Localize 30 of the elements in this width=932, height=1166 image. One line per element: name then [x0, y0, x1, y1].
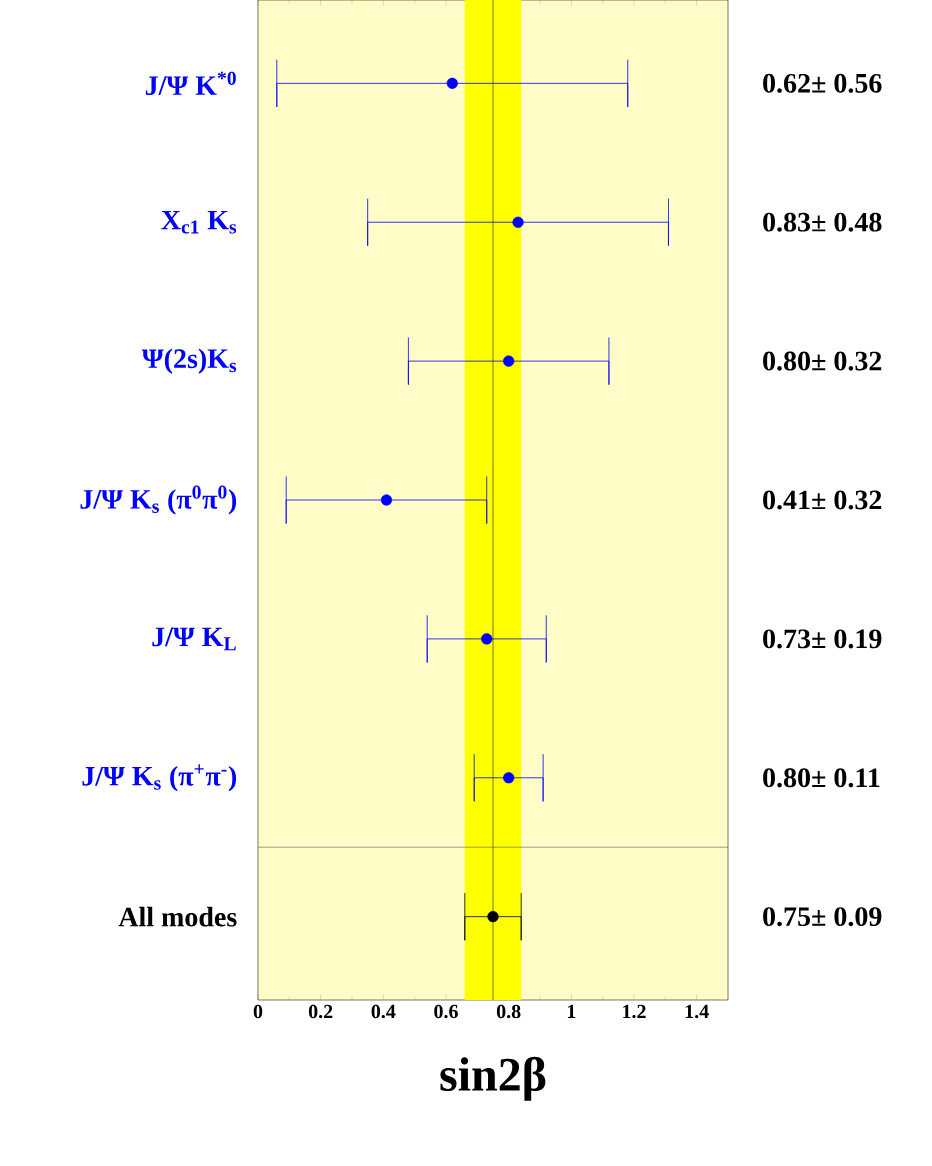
data-label: 0.75± 0.09: [763, 907, 882, 927]
x-tick-label: 1.2: [623, 1004, 646, 1019]
point: [487, 911, 499, 923]
y-tick-label: Ψ(2s)K$_{s}$: [141, 348, 237, 374]
y-tick-label: All modes: [118, 906, 237, 927]
data-label: 0.41± 0.32: [763, 490, 882, 510]
point: [446, 77, 458, 89]
point: [503, 772, 515, 784]
point: [380, 494, 393, 506]
y-tick-label: J/Ψ K$^{*0}$: [145, 71, 236, 96]
point: [481, 633, 493, 645]
point: [512, 216, 524, 228]
x-tick-label: 0.4: [371, 1004, 396, 1019]
x-tick-label: 1: [567, 1004, 576, 1018]
y-tick-label: X$_{c1}$ K$_{s}$: [161, 210, 237, 234]
x-tick-label: 0.6: [434, 1004, 458, 1019]
x-tick-label: 0.2: [308, 1004, 333, 1019]
x-tick-label: 1.4: [685, 1004, 709, 1019]
data-label: 0.73± 0.19: [763, 629, 882, 649]
data-label: 0.62± 0.56: [763, 73, 882, 93]
data-label: 0.80± 0.11: [763, 768, 880, 788]
data-label: 0.80± 0.32: [763, 351, 882, 371]
x-axis-title: sin2β: [440, 1056, 546, 1101]
point: [503, 355, 515, 367]
y-tick-label: J/Ψ K$_{L}$: [152, 627, 236, 651]
y-tick-label: J/Ψ K$_{s}$ (π$^{+}$π$^{-}$): [82, 764, 237, 792]
y-tick-label: J/Ψ K$_{s}$ (π$^{0}$π$^{0}$): [80, 485, 237, 515]
data-label: 0.83± 0.48: [763, 212, 882, 232]
x-tick-label: 0: [253, 1004, 263, 1019]
x-tick-label: 0.8: [496, 1004, 521, 1019]
